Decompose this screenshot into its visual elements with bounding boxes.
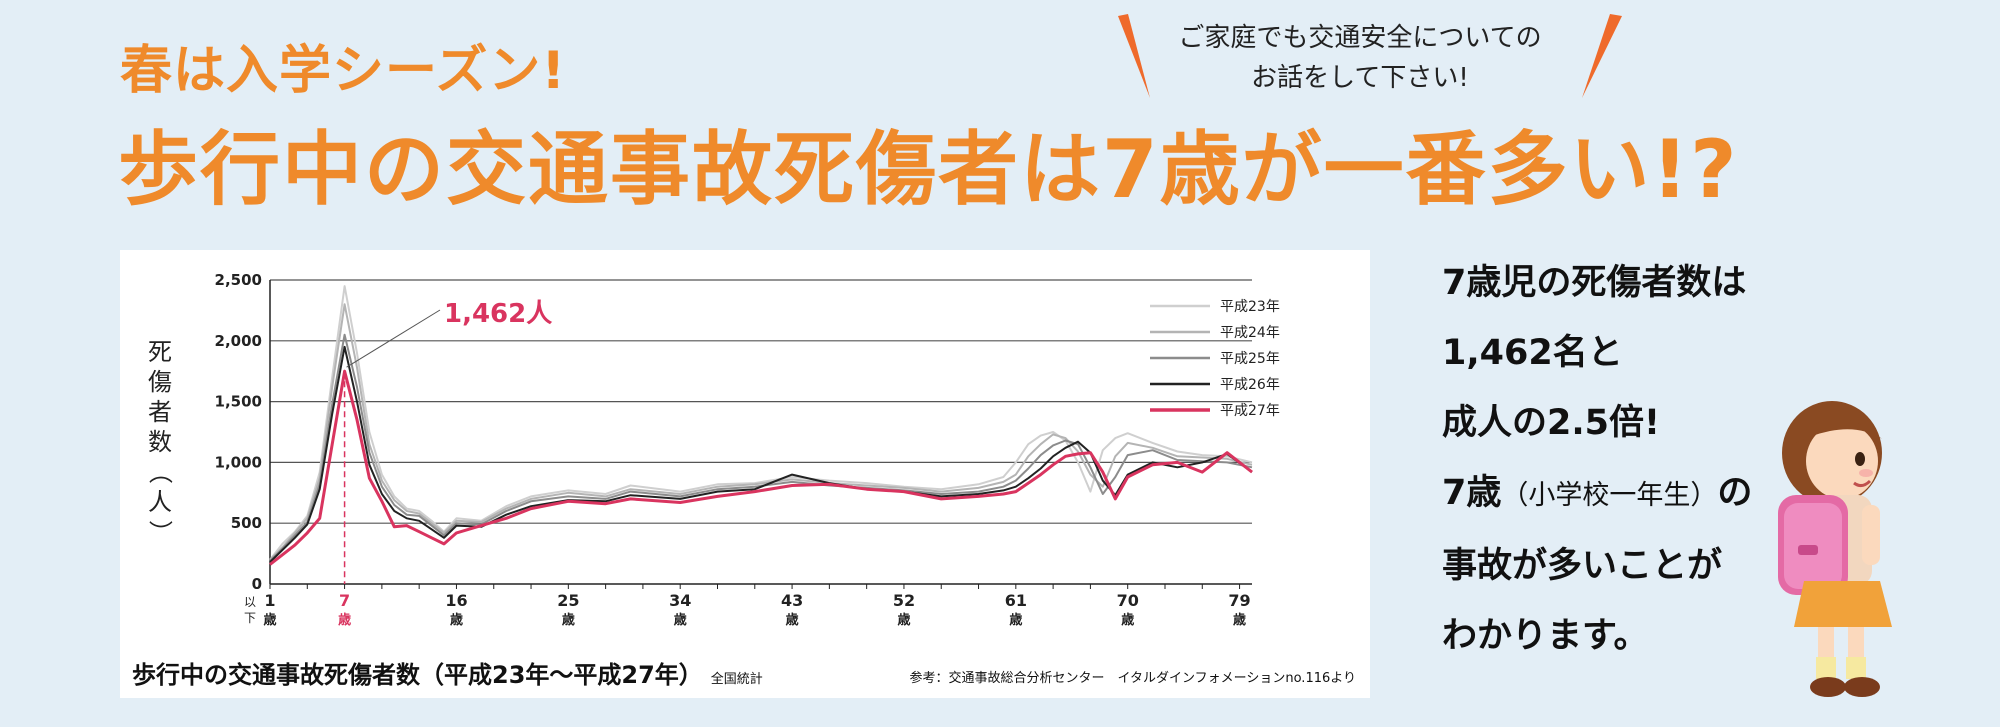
y-axis-label: ）: [146, 520, 174, 544]
series-line: [269, 285, 1253, 561]
x-tick-label: 1: [264, 591, 275, 610]
x-tick-prefix: 以: [244, 595, 256, 609]
legend-label: 平成26年: [1220, 377, 1280, 393]
y-axis-label: 死: [148, 338, 172, 366]
y-tick-label: 1,000: [215, 453, 262, 471]
summary-line-1: 7歳児の死傷者数は: [1442, 263, 1747, 303]
chart-source: 参考：交通事故総合分析センター イタルダインフォメーションno.116より: [909, 671, 1356, 686]
summary-line-6: わかります。: [1442, 616, 1649, 656]
x-tick-label-unit: 歳: [897, 612, 910, 628]
y-tick-label: 500: [231, 514, 262, 532]
x-tick-label-unit: 歳: [674, 612, 687, 628]
x-tick-label-unit: 歳: [263, 612, 276, 628]
x-tick-label: 79: [1228, 591, 1250, 610]
series-line: [269, 303, 1253, 561]
chart-panel: 0 500 1,000 1,500 2,000 2,500 1 歳以下 7 歳 16 歳 25 歳 34 歳 4…: [120, 250, 1370, 698]
x-tick-label: 7: [339, 591, 350, 610]
x-tick-label-unit: 歳: [786, 612, 799, 628]
summary-line-5: 事故が多いことが: [1442, 546, 1723, 586]
summary-line-4: 7歳（小学校一年生）の: [1442, 458, 1802, 531]
x-tick-label: 61: [1005, 591, 1027, 610]
page-headline: 歩行中の交通事故死傷者は7歳が一番多い!?: [118, 123, 1739, 216]
x-tick-label: 16: [445, 591, 467, 610]
page-subtitle: 春は入学シーズン!: [120, 41, 567, 101]
x-tick-label-unit: 歳: [1009, 612, 1022, 628]
y-tick-label: 2,000: [215, 332, 262, 350]
callout-box: ご家庭でも交通安全についての お話をして下さい!: [1150, 18, 1570, 98]
x-tick-label-unit: 歳: [338, 612, 351, 628]
summary-text: 7歳児の死傷者数は 1,462名と 成人の2.5倍! 7歳（小学校一年生）の 事…: [1442, 248, 1802, 671]
y-axis-label: 数: [148, 428, 172, 456]
y-axis-label: （: [146, 460, 174, 484]
series-line: [269, 345, 1253, 563]
chart-caption-title: 歩行中の交通事故死傷者数（平成23年〜平成27年）: [132, 661, 703, 689]
x-tick-label: 52: [893, 591, 915, 610]
chart-caption: 歩行中の交通事故死傷者数（平成23年〜平成27年） 全国統計: [132, 655, 763, 690]
summary-line-3: 成人の2.5倍!: [1442, 403, 1660, 443]
right-burst-icon: [1582, 14, 1622, 98]
x-tick-prefix: 下: [244, 611, 256, 625]
x-tick-label-unit: 歳: [450, 612, 463, 628]
summary-line-4-prefix: 7歳: [1442, 473, 1502, 513]
y-axis-label: 者: [148, 398, 172, 426]
x-tick-label: 70: [1117, 591, 1139, 610]
legend-label: 平成25年: [1220, 351, 1280, 367]
summary-line-4-suffix: の: [1717, 473, 1753, 513]
annotation-label: 1,462人: [444, 299, 552, 329]
series-line: [269, 333, 1253, 562]
summary-line-4-note: （小学校一年生）: [1501, 480, 1718, 511]
series-line: [269, 369, 1253, 566]
callout-line-2: お話をして下さい!: [1251, 63, 1469, 93]
schoolgirl-illustration: [1778, 401, 1892, 697]
line-chart: 05001,0001,5002,0002,5001歳以下7歳16歳25歳34歳4…: [146, 271, 1280, 628]
annotation-leader: [346, 309, 441, 368]
callout-line-1: ご家庭でも交通安全についての: [1178, 23, 1542, 53]
x-tick-label-unit: 歳: [562, 612, 575, 628]
y-tick-label: 0: [252, 575, 262, 593]
x-tick-label-unit: 歳: [1121, 612, 1134, 628]
y-tick-label: 1,500: [215, 393, 262, 411]
x-tick-label: 25: [557, 591, 579, 610]
left-burst-icon: [1118, 14, 1150, 98]
y-axis-label: 人: [148, 488, 172, 516]
summary-line-2: 1,462名と: [1442, 333, 1623, 373]
x-tick-label: 43: [781, 591, 803, 610]
y-tick-label: 2,500: [215, 271, 262, 289]
y-axis-label: 傷: [148, 368, 172, 396]
legend-label: 平成24年: [1220, 325, 1280, 341]
x-tick-label: 34: [669, 591, 691, 610]
chart-caption-scope: 全国統計: [710, 672, 763, 687]
legend-label: 平成23年: [1220, 299, 1280, 315]
legend-label: 平成27年: [1220, 403, 1280, 419]
x-tick-label-unit: 歳: [1233, 612, 1246, 628]
